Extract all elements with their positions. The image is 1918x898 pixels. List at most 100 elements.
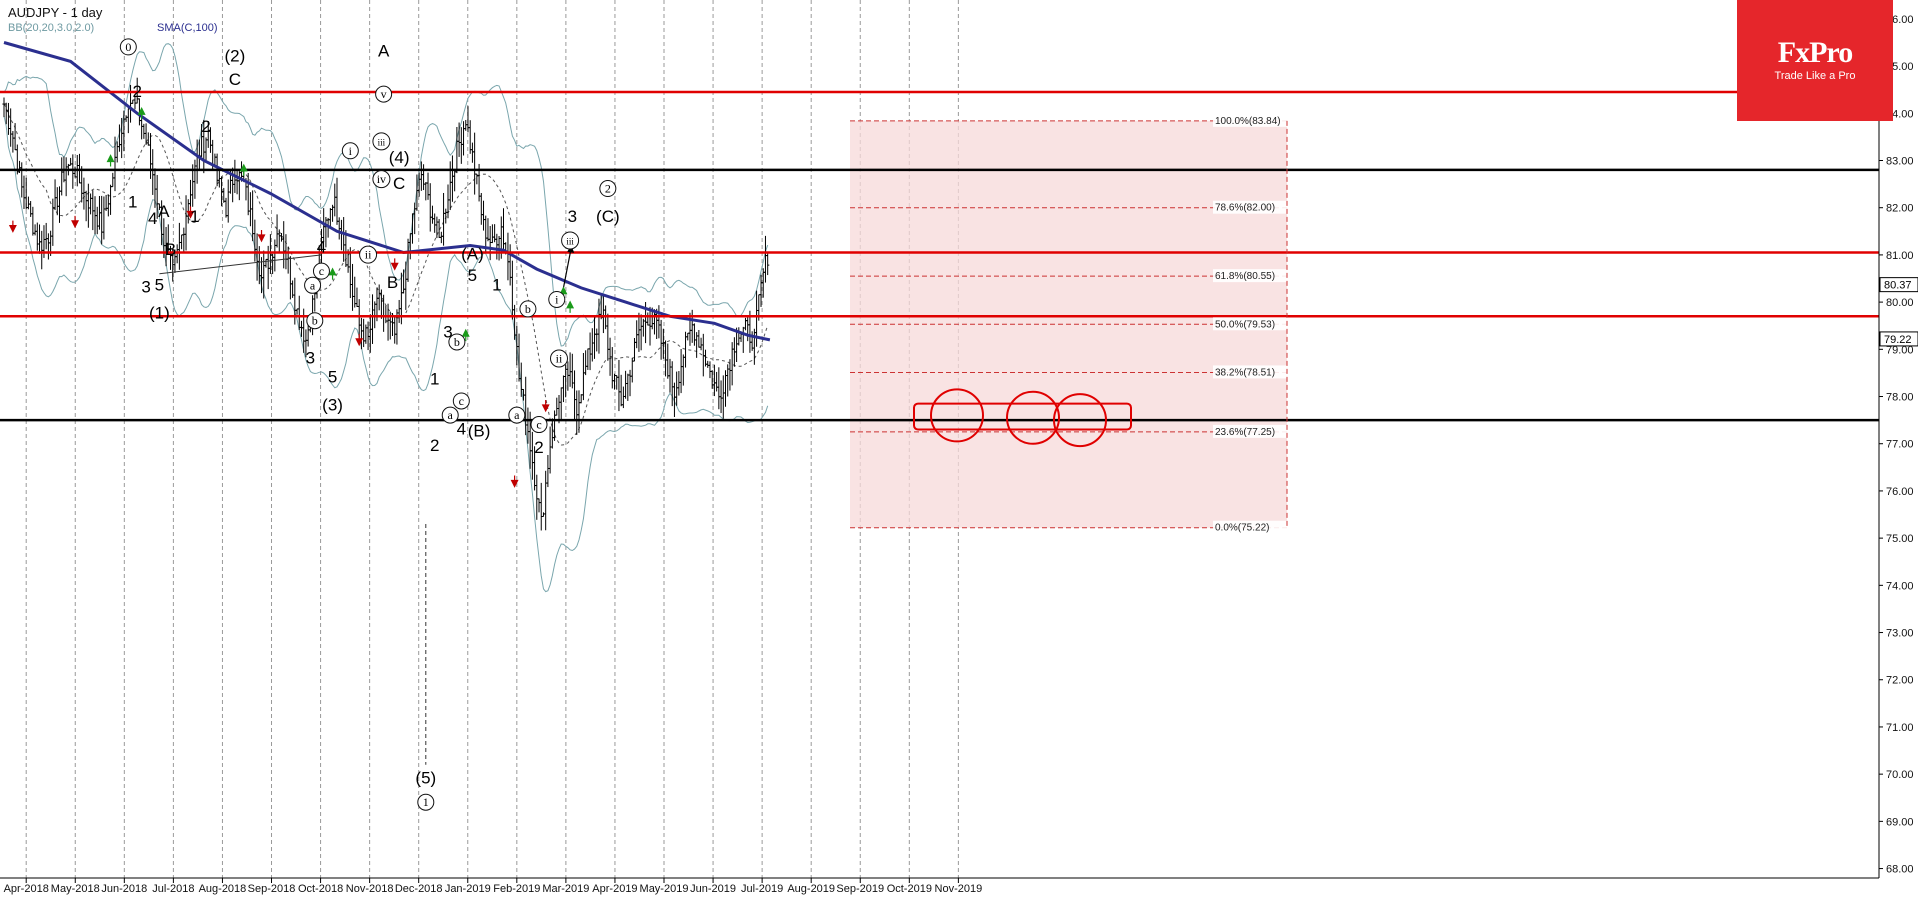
x-tick-label: Dec-2018 bbox=[395, 883, 443, 895]
x-tick-label: Jul-2018 bbox=[152, 883, 194, 895]
y-tick-label: 80.00 bbox=[1886, 297, 1914, 309]
wave-label-circle bbox=[599, 180, 617, 198]
y-tick-label: 77.00 bbox=[1886, 439, 1914, 451]
wave-label: (5) bbox=[415, 769, 436, 788]
wave-label-circle bbox=[441, 406, 459, 424]
wave-label: (2) bbox=[224, 46, 245, 65]
x-tick-label: Jan-2019 bbox=[445, 883, 491, 895]
fib-label-bg bbox=[1213, 424, 1288, 438]
fib-label: 61.8%(80.55) bbox=[1215, 271, 1275, 282]
wave-label-circle bbox=[561, 231, 580, 250]
support-zone bbox=[913, 388, 1132, 448]
logo-brand: FxPro bbox=[1777, 36, 1853, 69]
sma-indicator-label: SMA(C,100) bbox=[157, 22, 218, 34]
wave-label: 5 bbox=[155, 275, 164, 294]
sell-arrow-icon bbox=[71, 215, 80, 229]
wave-label: a bbox=[310, 278, 316, 292]
wave-label: i bbox=[555, 292, 559, 306]
bollinger-lower bbox=[3, 115, 769, 593]
wave-label: b bbox=[312, 314, 318, 328]
wave-label-circle bbox=[372, 132, 391, 151]
wave-label: 1 bbox=[128, 193, 137, 212]
wave-label-circle bbox=[306, 312, 324, 330]
price-badge-text: 79.22 bbox=[1884, 334, 1912, 346]
fib-label-bg bbox=[1213, 269, 1288, 283]
wave-label: C bbox=[229, 70, 241, 89]
wave-label: 3 bbox=[141, 278, 150, 297]
x-tick-label: Aug-2019 bbox=[787, 883, 835, 895]
x-tick-label: Apr-2019 bbox=[592, 883, 637, 895]
buy-arrow-icon bbox=[461, 328, 470, 342]
wave-label: 3 bbox=[306, 348, 315, 367]
wave-label: ii bbox=[556, 351, 563, 365]
y-tick-label: 79.00 bbox=[1886, 344, 1914, 356]
buy-arrow-icon bbox=[239, 163, 248, 176]
wave-label: (1) bbox=[149, 304, 170, 323]
candles bbox=[2, 77, 770, 531]
price-badge bbox=[1879, 277, 1918, 293]
wave-label-circle bbox=[519, 300, 537, 318]
wave-label-circle bbox=[341, 142, 359, 160]
wave-label: (3) bbox=[322, 396, 343, 415]
wave-label: ii bbox=[365, 248, 372, 262]
x-tick-label: Oct-2019 bbox=[887, 883, 932, 895]
wave-label: B bbox=[387, 273, 398, 292]
wave-label-circle bbox=[372, 170, 391, 189]
wave-label-circle bbox=[304, 276, 322, 294]
wave-label-circle bbox=[530, 416, 548, 434]
fib-label-bg bbox=[1213, 200, 1288, 214]
x-tick-label: May-2019 bbox=[640, 883, 689, 895]
fibonacci-levels: 100.0%(83.84) 78.6%(82.00) 61.8%(80.55) 50.… bbox=[850, 113, 1288, 534]
sell-arrow-icon bbox=[8, 220, 17, 233]
fib-label: 23.6%(77.25) bbox=[1215, 427, 1275, 438]
wave-label: a bbox=[448, 408, 454, 422]
fib-label-bg bbox=[1213, 113, 1288, 127]
y-tick-label: 83.00 bbox=[1886, 155, 1914, 167]
wave-label: a bbox=[514, 408, 520, 422]
wave-label: c bbox=[319, 264, 324, 278]
y-tick-label: 73.00 bbox=[1886, 628, 1914, 640]
wave-label: 1 bbox=[190, 207, 199, 226]
wave-label: 2 bbox=[534, 438, 543, 457]
x-tick-label: Jul-2019 bbox=[741, 883, 783, 895]
buy-arrow-icon bbox=[137, 106, 146, 120]
wave-label: iii bbox=[378, 137, 386, 147]
y-tick-label: 82.00 bbox=[1886, 203, 1914, 215]
fib-label-bg bbox=[1213, 520, 1288, 534]
sma-path bbox=[3, 41, 771, 342]
x-tick-label: Jun-2018 bbox=[101, 883, 147, 895]
logo-tagline: Trade Like a Pro bbox=[1774, 70, 1856, 82]
x-tick-label: Nov-2019 bbox=[935, 883, 983, 895]
wave-label: 3 bbox=[568, 207, 577, 226]
wave-label-circle bbox=[375, 85, 393, 103]
y-tick-label: 72.00 bbox=[1886, 675, 1914, 687]
wave-label: b bbox=[525, 302, 531, 316]
wave-label: 0 bbox=[125, 40, 131, 54]
wave-label-circle bbox=[550, 349, 568, 368]
fib-label: 50.0%(79.53) bbox=[1215, 319, 1275, 330]
fib-label: 78.6%(82.00) bbox=[1215, 203, 1275, 214]
wave-label: 1 bbox=[492, 275, 501, 294]
wave-label: 2 bbox=[201, 117, 210, 136]
wave-label: 4 bbox=[148, 209, 157, 228]
x-tick-label: Apr-2018 bbox=[4, 883, 49, 895]
y-tick-label: 70.00 bbox=[1886, 769, 1914, 781]
x-tick-label: Oct-2018 bbox=[298, 883, 343, 895]
sell-arrow-icon bbox=[390, 258, 399, 271]
y-tick-label: 68.00 bbox=[1886, 864, 1914, 876]
wave-label-circle bbox=[417, 793, 435, 811]
support-rect bbox=[913, 402, 1132, 431]
wave-label: (C) bbox=[596, 207, 620, 226]
bollinger-upper bbox=[3, 43, 769, 347]
y-tick-label: 71.00 bbox=[1886, 722, 1914, 734]
chart-title: AUDJPY - 1 day bbox=[8, 5, 103, 20]
wave-label: 4 bbox=[317, 238, 326, 257]
wave-label: 3 bbox=[443, 323, 452, 342]
fib-label: 0.0%(75.22) bbox=[1215, 523, 1269, 534]
wave-label: B bbox=[165, 240, 176, 259]
wave-label: 2 bbox=[132, 82, 141, 101]
support-circle bbox=[1053, 393, 1107, 448]
sell-arrow-icon bbox=[510, 475, 519, 488]
y-tick-label: 81.00 bbox=[1886, 250, 1914, 262]
